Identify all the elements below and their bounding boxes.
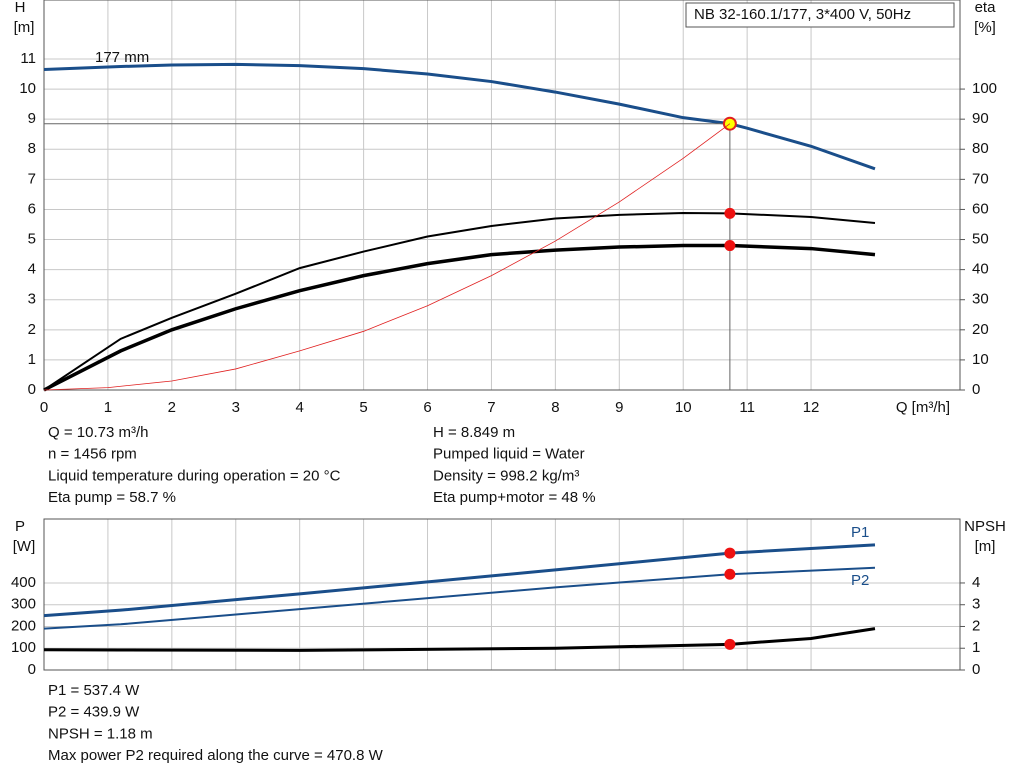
y-tick-label: 9 bbox=[28, 110, 36, 127]
plot-frame bbox=[43, 0, 961, 391]
info-text: n = 1456 rpm bbox=[48, 446, 137, 463]
duty-point bbox=[724, 240, 736, 252]
y-tick-label: 4 bbox=[28, 261, 36, 278]
y-tick-label: 10 bbox=[19, 80, 36, 97]
y2-tick-label: 3 bbox=[972, 596, 980, 613]
info-text: Q = 10.73 m³/h bbox=[48, 424, 148, 441]
duty-point bbox=[724, 547, 736, 559]
duty-point bbox=[724, 568, 736, 580]
series-line bbox=[43, 566, 876, 630]
x-tick-label: 8 bbox=[551, 399, 559, 416]
series-line bbox=[43, 123, 731, 391]
y-tick-label: 2 bbox=[28, 321, 36, 338]
y-tick-label: 100 bbox=[11, 639, 36, 656]
y2-tick-label: 30 bbox=[972, 291, 989, 308]
info-text: Eta pump = 58.7 % bbox=[48, 489, 176, 506]
y-tick-label: 0 bbox=[28, 661, 36, 678]
x-tick-label: 9 bbox=[615, 399, 623, 416]
title-box bbox=[685, 2, 955, 28]
y2-axis-unit: [%] bbox=[974, 19, 996, 36]
y-tick-label: 0 bbox=[28, 381, 36, 398]
plot-frame bbox=[43, 518, 961, 671]
y-axis-label: H bbox=[15, 0, 26, 16]
series-label: P1 bbox=[851, 524, 869, 541]
y-axis-unit: [W] bbox=[13, 538, 36, 555]
series-line bbox=[43, 243, 876, 392]
y-tick-label: 11 bbox=[20, 50, 36, 67]
info-text: Eta pump+motor = 48 % bbox=[433, 489, 596, 506]
y-tick-label: 8 bbox=[28, 140, 36, 157]
info-text: H = 8.849 m bbox=[433, 424, 515, 441]
series-line bbox=[43, 543, 876, 618]
x-tick-label: 11 bbox=[739, 399, 755, 416]
info-text: Pumped liquid = Water bbox=[433, 446, 585, 463]
duty-point bbox=[724, 638, 736, 650]
chart-title: NB 32-160.1/177, 3*400 V, 50Hz bbox=[694, 6, 911, 23]
x-tick-label: 1 bbox=[104, 399, 112, 416]
y2-tick-label: 70 bbox=[972, 170, 989, 187]
series-line bbox=[43, 212, 876, 391]
info-text: P1 = 537.4 W bbox=[48, 682, 140, 699]
x-tick-label: 4 bbox=[296, 399, 304, 416]
y2-axis-label: eta bbox=[975, 0, 997, 16]
series-label: 177 mm bbox=[95, 49, 149, 66]
y-tick-label: 7 bbox=[28, 170, 36, 187]
y-tick-label: 6 bbox=[28, 200, 36, 217]
y2-tick-label: 60 bbox=[972, 200, 989, 217]
y-axis-unit: [m] bbox=[14, 19, 35, 36]
y2-tick-label: 100 bbox=[972, 80, 997, 97]
info-text: NPSH = 1.18 m bbox=[48, 725, 153, 742]
info-text: Max power P2 required along the curve = … bbox=[48, 747, 384, 764]
x-tick-label: 12 bbox=[803, 399, 820, 416]
series-label: P2 bbox=[851, 572, 869, 589]
y-tick-label: 5 bbox=[28, 231, 36, 248]
y-tick-label: 400 bbox=[11, 574, 36, 591]
y2-axis-label: NPSH bbox=[964, 518, 1006, 535]
y-axis-label: P bbox=[15, 518, 25, 535]
y-tick-label: 200 bbox=[11, 617, 36, 634]
y2-tick-label: 20 bbox=[972, 321, 989, 338]
info-text: P2 = 439.9 W bbox=[48, 704, 140, 721]
y2-tick-label: 2 bbox=[972, 617, 980, 634]
series-line bbox=[43, 627, 876, 652]
y2-tick-label: 0 bbox=[972, 381, 980, 398]
y2-tick-label: 0 bbox=[972, 661, 980, 678]
x-axis-label: Q [m³/h] bbox=[896, 399, 950, 416]
x-tick-label: 6 bbox=[423, 399, 431, 416]
y2-tick-label: 80 bbox=[972, 140, 989, 157]
x-tick-label: 3 bbox=[232, 399, 240, 416]
x-tick-label: 7 bbox=[487, 399, 495, 416]
info-text: Density = 998.2 kg/m³ bbox=[433, 467, 579, 484]
duty-point bbox=[724, 207, 736, 219]
y-tick-label: 1 bbox=[28, 351, 36, 368]
y2-axis-unit: [m] bbox=[975, 538, 996, 555]
x-tick-label: 0 bbox=[40, 399, 48, 416]
x-tick-label: 5 bbox=[359, 399, 367, 416]
x-tick-label: 2 bbox=[168, 399, 176, 416]
y2-tick-label: 50 bbox=[972, 231, 989, 248]
y2-tick-label: 4 bbox=[972, 574, 980, 591]
info-text: Liquid temperature during operation = 20… bbox=[48, 467, 341, 484]
y2-tick-label: 40 bbox=[972, 261, 989, 278]
x-tick-label: 10 bbox=[675, 399, 692, 416]
y2-tick-label: 1 bbox=[972, 639, 980, 656]
series-line bbox=[43, 62, 876, 171]
y2-tick-label: 90 bbox=[972, 110, 989, 127]
y-tick-label: 300 bbox=[11, 596, 36, 613]
y-tick-label: 3 bbox=[28, 291, 36, 308]
y2-tick-label: 10 bbox=[972, 351, 989, 368]
